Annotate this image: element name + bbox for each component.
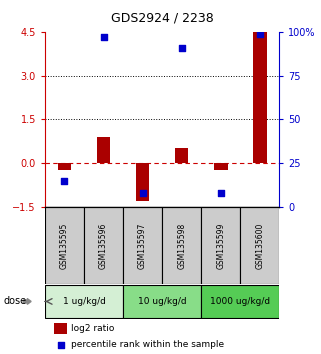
Text: GDS2924 / 2238: GDS2924 / 2238 xyxy=(111,12,213,25)
Bar xyxy=(136,163,149,201)
Bar xyxy=(214,163,228,170)
Text: 10 ug/kg/d: 10 ug/kg/d xyxy=(138,297,187,306)
Bar xyxy=(84,207,123,284)
Bar xyxy=(253,32,266,163)
Text: GSM135597: GSM135597 xyxy=(138,222,147,269)
Bar xyxy=(54,323,67,334)
Bar xyxy=(201,207,240,284)
Text: GSM135600: GSM135600 xyxy=(255,222,264,269)
Bar xyxy=(45,285,123,318)
Text: GSM135596: GSM135596 xyxy=(99,222,108,269)
Text: dose: dose xyxy=(3,296,26,307)
Bar xyxy=(201,285,279,318)
Bar xyxy=(240,207,279,284)
Text: GSM135595: GSM135595 xyxy=(60,222,69,269)
Bar xyxy=(123,285,201,318)
Text: 1000 ug/kg/d: 1000 ug/kg/d xyxy=(210,297,270,306)
Bar xyxy=(175,148,188,163)
Text: percentile rank within the sample: percentile rank within the sample xyxy=(71,340,224,349)
Point xyxy=(257,31,262,36)
Point xyxy=(179,45,184,51)
Point xyxy=(140,190,145,196)
Bar xyxy=(123,207,162,284)
Bar xyxy=(58,163,71,170)
Text: GSM135599: GSM135599 xyxy=(216,222,225,269)
Point xyxy=(58,342,63,348)
Point xyxy=(218,190,223,196)
Bar xyxy=(97,137,110,163)
Bar xyxy=(162,207,201,284)
Point xyxy=(101,34,106,40)
Bar xyxy=(45,207,84,284)
Text: 1 ug/kg/d: 1 ug/kg/d xyxy=(63,297,105,306)
Text: GSM135598: GSM135598 xyxy=(177,222,186,269)
Point xyxy=(62,178,67,183)
Text: log2 ratio: log2 ratio xyxy=(71,324,114,333)
